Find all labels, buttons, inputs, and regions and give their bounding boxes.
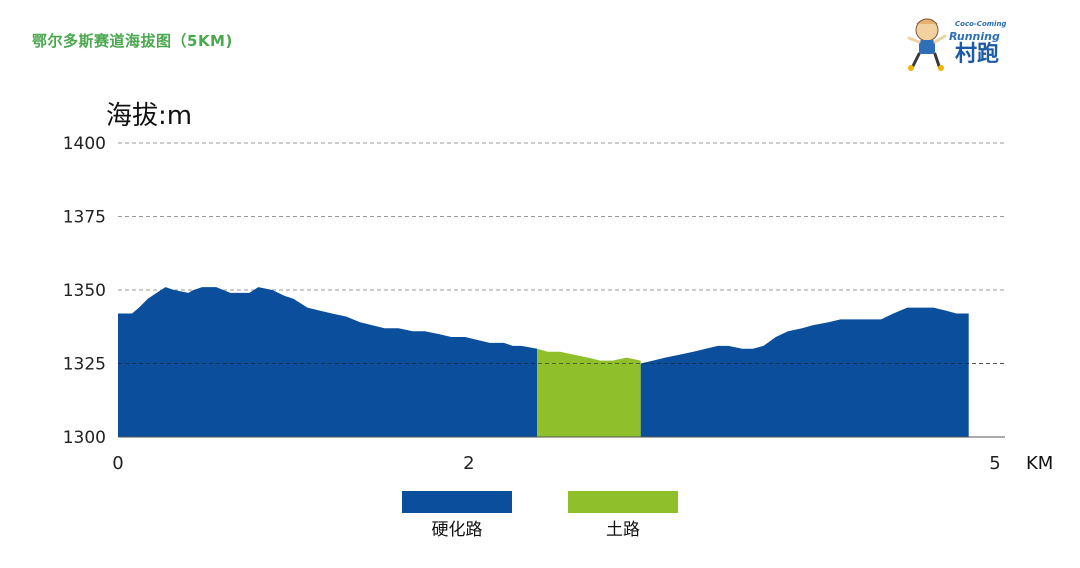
x-tick-label: 0 — [112, 453, 123, 474]
y-tick-label: 1325 — [63, 355, 106, 375]
y-tick-label: 1350 — [63, 281, 106, 301]
y-tick-label: 1400 — [63, 134, 106, 154]
elevation-area-dirt-1 — [537, 348, 641, 437]
x-axis-unit-label: KM — [1026, 453, 1053, 474]
elevation-area-paved-2 — [640, 307, 969, 437]
x-tick-label: 2 — [463, 453, 474, 474]
elevation-area-paved-0 — [118, 287, 538, 437]
runner-mascot-icon — [907, 18, 947, 71]
legend-layer: 硬化路 土路 — [402, 491, 678, 540]
legend-label: 土路 — [606, 520, 640, 540]
legend-swatch — [402, 491, 512, 513]
logo-small-text: Coco-Coming — [955, 20, 1007, 28]
logo-big-text: 村跑 — [955, 42, 1000, 67]
legend-label: 硬化路 — [432, 520, 483, 540]
logo-running-text: Running — [949, 30, 1000, 43]
x-tick-label: 5 — [989, 453, 1000, 474]
y-tick-label: 1375 — [63, 208, 106, 228]
legend-swatch — [568, 491, 678, 513]
area-layer — [118, 287, 1005, 437]
page-title: 鄂尔多斯赛道海拔图（5KM) — [32, 32, 233, 50]
axis-layer: 1400 1375 1350 1325 1300 0 2 5 — [63, 134, 1005, 474]
y-tick-label: 1300 — [63, 428, 106, 448]
y-axis-label: 海拔:m — [106, 101, 192, 131]
brand-logo: Coco-Coming Running 村跑 — [905, 12, 1025, 76]
